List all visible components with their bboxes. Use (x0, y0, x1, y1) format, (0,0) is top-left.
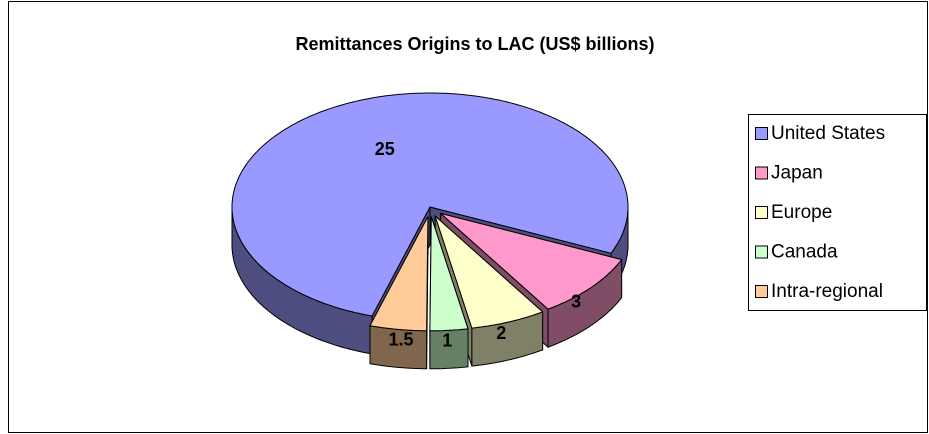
slice (231, 92, 629, 317)
data-label: 3 (571, 292, 581, 312)
chart-title: Remittances Origins to LAC (US$ billions… (295, 34, 654, 54)
legend-swatch (755, 127, 768, 140)
legend-box (748, 114, 927, 311)
legend-swatch (755, 285, 768, 298)
data-label: 2 (496, 323, 506, 343)
legend: United States Japan Europe Canada Intra-regi… (755, 123, 885, 302)
data-label: 1.5 (388, 330, 413, 350)
legend-label: Intra-regional (771, 281, 883, 302)
legend-swatch (755, 166, 768, 180)
legend-label: Canada (771, 242, 838, 263)
data-label: 25 (375, 139, 395, 159)
slice (369, 216, 429, 332)
legend-label: United States (771, 123, 885, 144)
legend-swatch (755, 245, 768, 259)
slice (434, 214, 544, 329)
legend-label: Japan (771, 163, 823, 184)
pie: 25 3 2 1 1.5 (231, 92, 629, 370)
slice (429, 216, 469, 332)
data-label: 1 (442, 330, 452, 350)
legend-label: Europe (771, 202, 832, 223)
slice (440, 212, 623, 310)
legend-swatch (755, 206, 768, 219)
